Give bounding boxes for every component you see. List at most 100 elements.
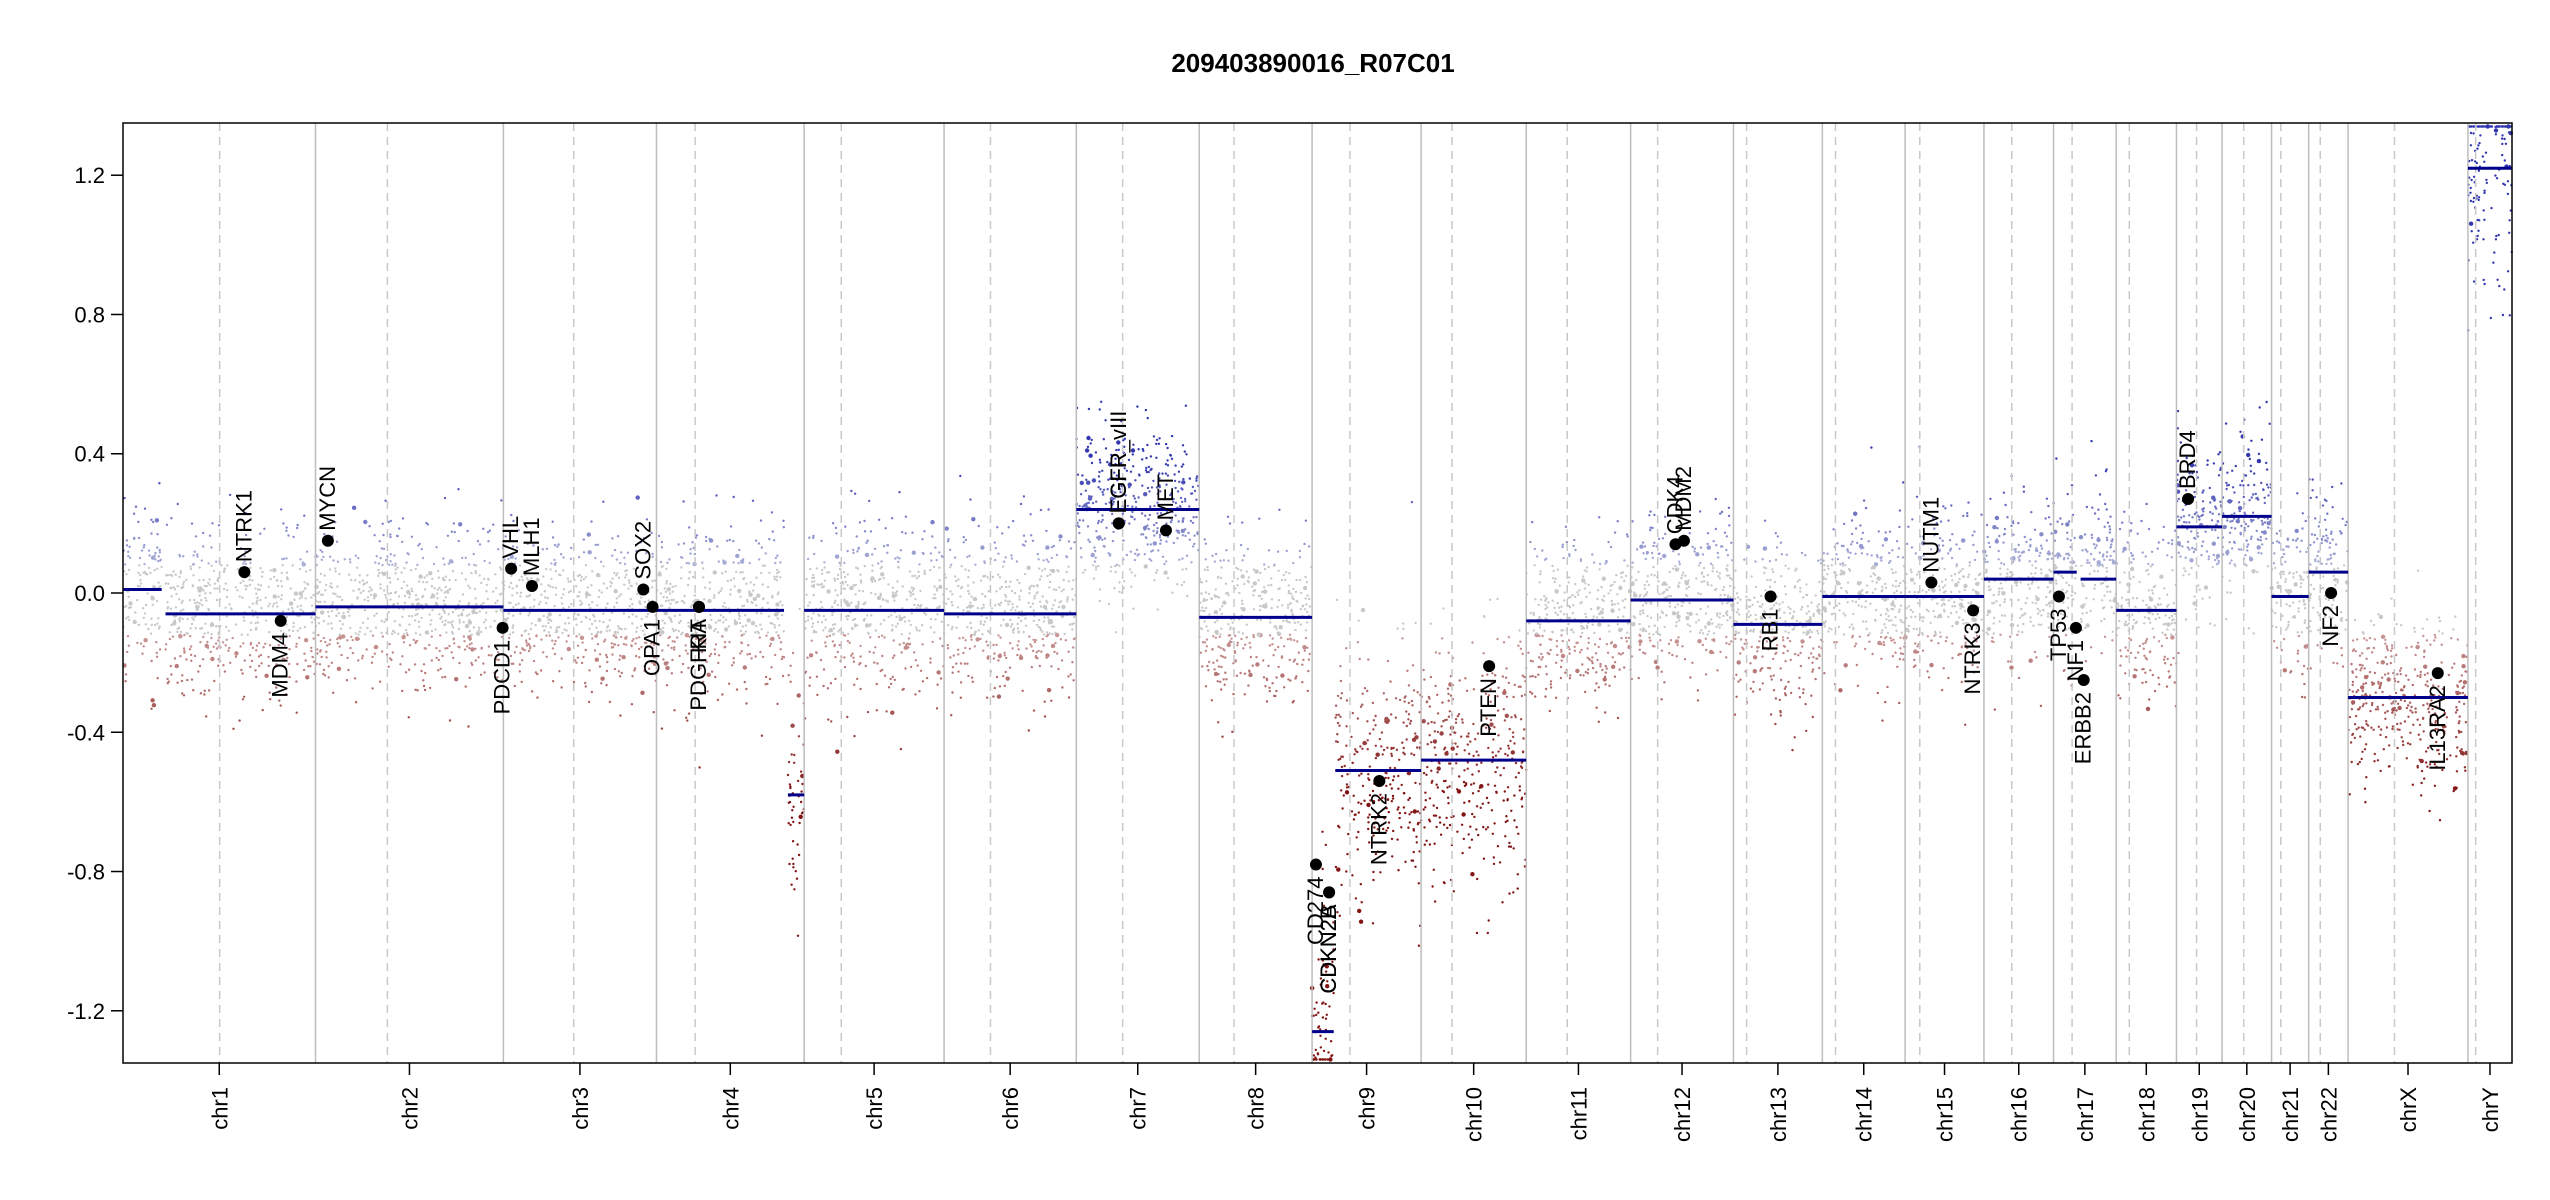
- probe-point: [660, 630, 665, 635]
- probe-point: [998, 685, 1002, 688]
- probe-point: [1490, 809, 1494, 812]
- probe-point: [553, 605, 556, 608]
- probe-point: [296, 523, 299, 527]
- probe-point: [761, 606, 764, 610]
- probe-point: [1475, 828, 1478, 831]
- probe-point: [1422, 668, 1425, 672]
- probe-point: [1389, 680, 1392, 683]
- probe-point: [296, 605, 299, 608]
- probe-point: [494, 645, 497, 648]
- probe-point: [723, 627, 729, 632]
- probe-point: [540, 593, 543, 596]
- probe-point: [1519, 640, 1522, 643]
- probe-point: [1537, 665, 1540, 669]
- probe-point: [173, 588, 177, 591]
- probe-point: [457, 488, 460, 491]
- probe-point: [1439, 731, 1444, 736]
- probe-point: [1573, 649, 1577, 652]
- probe-point: [1047, 508, 1050, 511]
- probe-point: [1585, 570, 1588, 573]
- probe-point: [1491, 751, 1494, 754]
- probe-point: [812, 629, 816, 632]
- probe-point: [1653, 645, 1656, 648]
- probe-point: [704, 627, 707, 631]
- probe-point: [732, 657, 735, 660]
- probe-point: [838, 561, 841, 565]
- probe-point: [1465, 689, 1469, 692]
- probe-point: [637, 647, 641, 651]
- probe-point: [280, 594, 283, 597]
- probe-point: [891, 628, 894, 631]
- probe-point: [421, 596, 424, 599]
- probe-point: [811, 622, 815, 625]
- probe-point: [1305, 603, 1308, 606]
- probe-point: [1226, 642, 1232, 648]
- probe-point: [560, 602, 564, 605]
- probe-point: [745, 598, 749, 602]
- probe-point: [417, 598, 420, 601]
- probe-point: [1458, 679, 1461, 682]
- probe-point: [1705, 648, 1708, 652]
- probe-point: [956, 648, 960, 651]
- probe-point: [944, 576, 947, 579]
- probe-point: [177, 598, 181, 601]
- probe-point: [544, 596, 547, 599]
- probe-point: [259, 598, 262, 602]
- probe-point: [875, 709, 878, 712]
- probe-point: [665, 596, 669, 599]
- probe-point: [1658, 633, 1662, 636]
- probe-point: [1532, 611, 1535, 615]
- probe-point: [225, 595, 229, 599]
- probe-point: [280, 598, 283, 601]
- probe-point: [150, 707, 153, 710]
- probe-point: [286, 656, 289, 660]
- probe-point: [1066, 600, 1069, 603]
- probe-point: [458, 522, 463, 527]
- probe-point: [967, 575, 970, 579]
- probe-point: [1222, 647, 1225, 651]
- probe-point: [759, 650, 762, 654]
- probe-point: [157, 555, 160, 558]
- probe-point: [693, 594, 696, 597]
- probe-point: [1463, 801, 1466, 804]
- probe-point: [249, 628, 253, 632]
- probe-point: [635, 630, 638, 633]
- probe-point: [1726, 554, 1730, 557]
- probe-point: [1111, 539, 1115, 543]
- probe-point: [831, 522, 835, 525]
- probe-point: [1224, 671, 1227, 674]
- probe-point: [136, 584, 140, 588]
- probe-point: [1612, 643, 1618, 649]
- probe-point: [487, 577, 490, 581]
- probe-point: [393, 554, 396, 557]
- probe-point: [209, 650, 212, 654]
- probe-point: [640, 690, 645, 695]
- probe-point: [799, 770, 803, 773]
- probe-point: [380, 631, 383, 634]
- probe-point: [995, 675, 999, 679]
- probe-point: [1298, 549, 1302, 553]
- probe-point: [401, 635, 406, 640]
- probe-point: [203, 584, 206, 588]
- probe-point: [934, 546, 937, 549]
- probe-point: [770, 666, 773, 669]
- probe-point: [594, 635, 597, 638]
- probe-point: [959, 696, 962, 699]
- probe-point: [763, 564, 766, 567]
- probe-point: [1368, 765, 1372, 768]
- probe-point: [1047, 616, 1050, 619]
- probe-point: [1509, 739, 1512, 743]
- probe-point: [476, 540, 480, 543]
- probe-point: [277, 595, 280, 598]
- probe-point: [280, 508, 283, 511]
- probe-point: [804, 627, 807, 630]
- probe-point: [288, 635, 291, 638]
- probe-point: [639, 625, 643, 628]
- probe-point: [1241, 632, 1245, 635]
- probe-point: [1342, 794, 1346, 797]
- probe-point: [614, 630, 617, 634]
- probe-point: [166, 677, 169, 681]
- probe-point: [825, 635, 829, 638]
- probe-point: [781, 604, 784, 607]
- probe-point: [408, 644, 412, 647]
